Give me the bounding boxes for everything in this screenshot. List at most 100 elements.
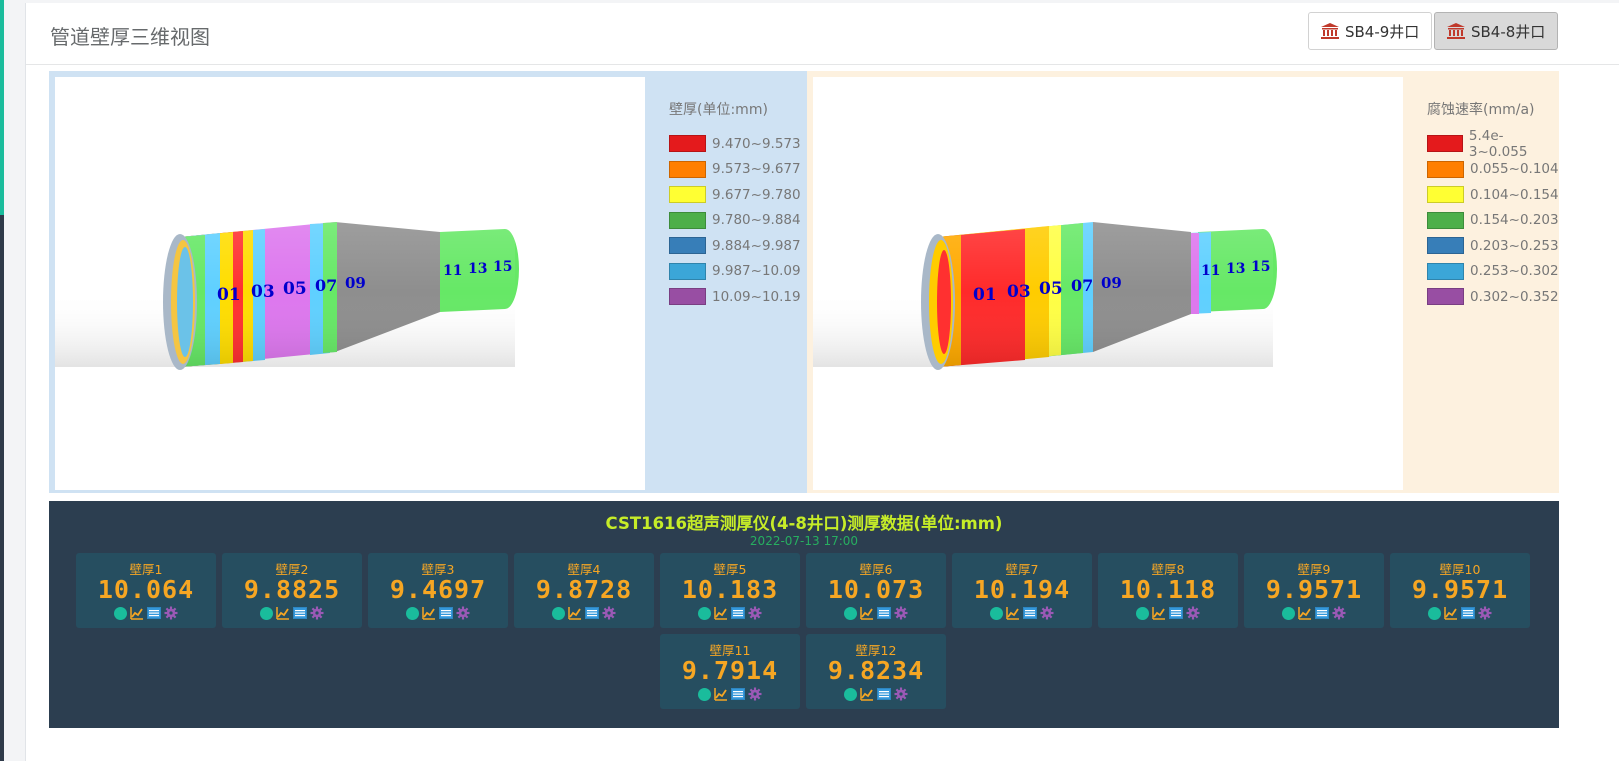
card-label: 壁厚7 [1005,562,1039,577]
thickness-3d-canvas[interactable]: 01 03 05 07 09 11 13 15 [55,77,645,490]
status-dot-icon[interactable] [260,606,273,620]
card-value: 9.8825 [243,575,341,604]
table-list-icon[interactable] [147,606,161,620]
trend-chart-icon[interactable] [1006,606,1020,620]
legend-range: 0.302~0.352 [1470,288,1559,305]
pipe-3d-model[interactable]: 01 03 05 07 09 11 13 15 [55,77,645,490]
table-list-icon[interactable] [731,687,745,701]
legend-swatch [1427,160,1464,178]
data-panel-title: CST1616超声测厚仪(4-8井口)测厚数据(单位:mm) [605,514,1003,533]
table-list-icon[interactable] [585,606,599,620]
trend-chart-icon[interactable] [568,606,582,620]
thickness-card[interactable]: 壁厚10 9.9571 [1390,553,1530,628]
trend-chart-icon[interactable] [130,606,144,620]
table-list-icon[interactable] [877,606,891,620]
table-list-icon[interactable] [877,687,891,701]
status-dot-icon[interactable] [552,606,565,620]
thickness-card[interactable]: 壁厚8 10.118 [1098,553,1238,628]
legend-swatch [1427,262,1464,280]
card-actions [368,606,508,620]
card-label: 壁厚2 [275,562,309,577]
card-actions [806,687,946,701]
thickness-card[interactable]: 壁厚4 9.8728 [514,553,654,628]
status-dot-icon[interactable] [406,606,419,620]
status-dot-icon[interactable] [844,687,857,701]
legend-swatch [669,186,706,204]
trend-chart-icon[interactable] [714,606,728,620]
gear-icon[interactable] [1332,606,1346,620]
thickness-card[interactable]: 壁厚3 9.4697 [368,553,508,628]
thickness-card[interactable]: 壁厚9 9.9571 [1244,553,1384,628]
table-list-icon[interactable] [293,606,307,620]
trend-chart-icon[interactable] [422,606,436,620]
table-list-icon[interactable] [1169,606,1183,620]
trend-chart-icon[interactable] [1298,606,1312,620]
legend-item: 9.677~9.780 [669,182,801,208]
status-dot-icon[interactable] [844,606,857,620]
legend-item: 0.203~0.253 [1427,233,1559,259]
pipe-3d-model[interactable]: 01 03 05 07 09 11 13 15 [813,77,1403,490]
legend-range: 0.253~0.302 [1470,263,1559,280]
gear-icon[interactable] [602,606,616,620]
well-button-sb4-9[interactable]: SB4-9井口 [1308,12,1433,50]
thickness-card[interactable]: 壁厚2 9.8825 [222,553,362,628]
gear-icon[interactable] [1040,606,1054,620]
legend-item: 0.253~0.302 [1427,259,1559,285]
status-dot-icon[interactable] [1136,606,1149,620]
status-dot-icon[interactable] [698,687,711,701]
gear-icon[interactable] [310,606,324,620]
thickness-card[interactable]: 壁厚6 10.073 [806,553,946,628]
card-label: 壁厚5 [713,562,747,577]
corrosion-label-01: 01 [973,285,997,305]
gear-icon[interactable] [748,606,762,620]
bank-icon [1321,23,1339,39]
corrosion-label-15: 15 [1251,259,1270,275]
card-actions [514,606,654,620]
thickness-card[interactable]: 壁厚11 9.7914 [660,634,800,709]
status-dot-icon[interactable] [114,606,127,620]
trend-chart-icon[interactable] [1152,606,1166,620]
thickness-card[interactable]: 壁厚7 10.194 [952,553,1092,628]
trend-chart-icon[interactable] [714,687,728,701]
left-rail [0,0,4,761]
legend-swatch [1427,288,1464,306]
legend-swatch [1427,135,1463,153]
status-dot-icon[interactable] [1282,606,1295,620]
gear-icon[interactable] [894,687,908,701]
trend-chart-icon[interactable] [860,606,874,620]
thickness-label-15: 15 [493,259,512,275]
card-value: 9.9571 [1265,575,1363,604]
status-dot-icon[interactable] [1428,606,1441,620]
card-value: 10.194 [973,575,1071,604]
table-list-icon[interactable] [1023,606,1037,620]
table-list-icon[interactable] [731,606,745,620]
thickness-data-panel: CST1616超声测厚仪(4-8井口)测厚数据(单位:mm) 2022-07-1… [49,501,1559,728]
legend-range: 9.884~9.987 [712,237,801,254]
table-list-icon[interactable] [1461,606,1475,620]
gear-icon[interactable] [164,606,178,620]
thickness-label-09: 09 [345,274,366,292]
corrosion-3d-canvas[interactable]: 01 03 05 07 09 11 13 15 [813,77,1403,490]
trend-chart-icon[interactable] [276,606,290,620]
gear-icon[interactable] [1478,606,1492,620]
table-list-icon[interactable] [1315,606,1329,620]
gear-icon[interactable] [894,606,908,620]
trend-chart-icon[interactable] [1444,606,1458,620]
table-list-icon[interactable] [439,606,453,620]
status-dot-icon[interactable] [990,606,1003,620]
trend-chart-icon[interactable] [860,687,874,701]
legend-range: 0.104~0.154 [1470,186,1559,203]
card-actions [660,606,800,620]
legend-title: 壁厚(单位:mm) [669,102,768,118]
thickness-card[interactable]: 壁厚1 10.064 [76,553,216,628]
card-value: 9.7914 [681,656,779,685]
legend-range: 9.780~9.884 [712,212,801,229]
thickness-card[interactable]: 壁厚12 9.8234 [806,634,946,709]
gear-icon[interactable] [1186,606,1200,620]
legend-range: 9.470~9.573 [712,135,801,152]
gear-icon[interactable] [748,687,762,701]
gear-icon[interactable] [456,606,470,620]
status-dot-icon[interactable] [698,606,711,620]
thickness-card[interactable]: 壁厚5 10.183 [660,553,800,628]
well-button-sb4-8[interactable]: SB4-8井口 [1434,12,1559,50]
